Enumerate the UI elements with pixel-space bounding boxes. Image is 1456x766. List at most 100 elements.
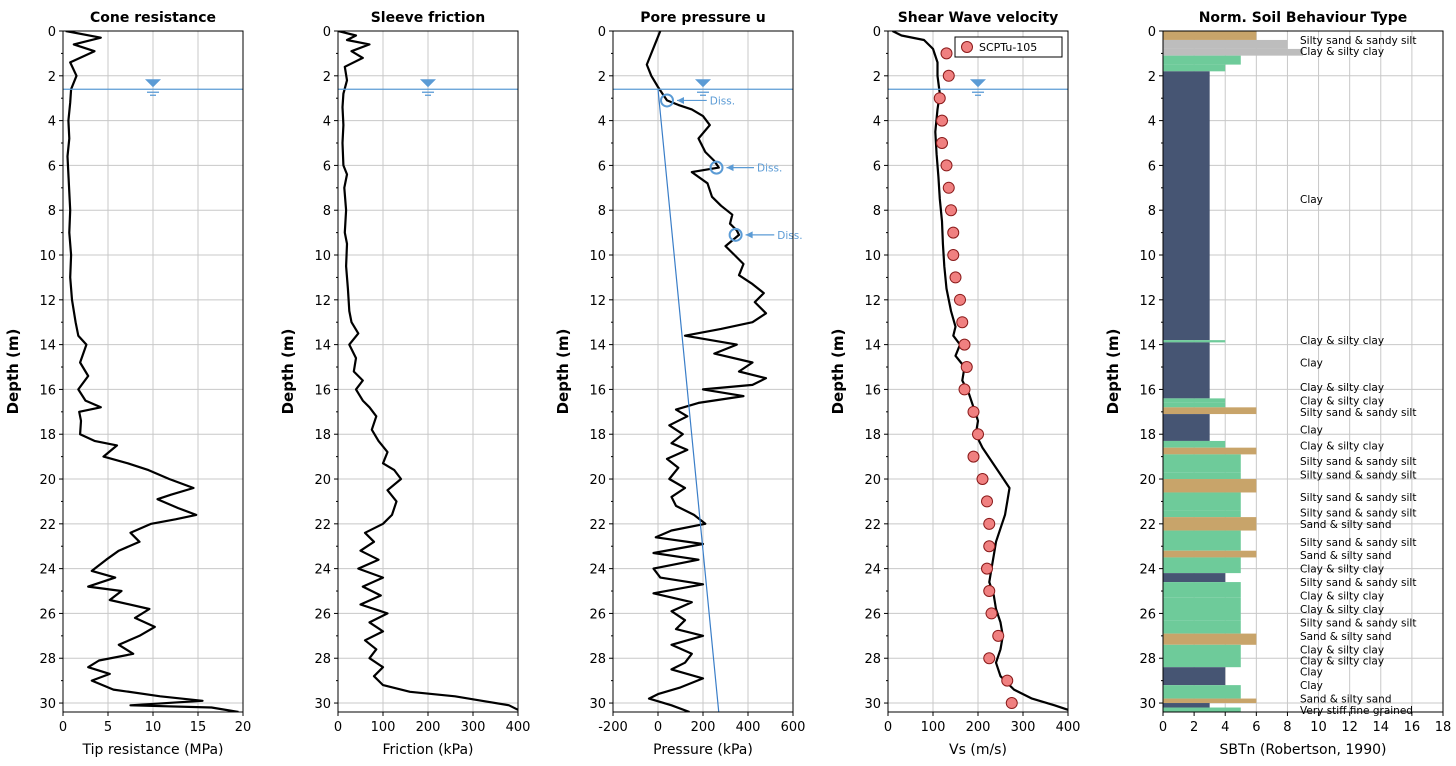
sbt-zone-label: Silty sand & sandy silt: [1300, 577, 1416, 589]
annotation-arrowhead: [745, 231, 753, 239]
vs-marker: [945, 204, 957, 217]
sbt-bar-silt: [1163, 492, 1241, 511]
water-table-icon: [420, 79, 436, 88]
vs-marker: [958, 383, 971, 396]
x-tick-label: 4: [1221, 720, 1229, 735]
x-tick-label: -200: [598, 720, 628, 735]
vs-marker: [983, 585, 996, 598]
sbt-bar-silt: [1163, 530, 1241, 551]
water-table-icon: [970, 79, 986, 88]
y-tick-label: 22: [314, 518, 331, 533]
vs-marker: [983, 652, 996, 665]
sbt-bar-clay: [1163, 703, 1210, 708]
sbt-zone-label: Clay & silty clay: [1300, 335, 1384, 347]
y-tick-label: 18: [589, 428, 606, 443]
sbt-bar-silt: [1163, 340, 1226, 343]
x-tick-label: 10: [145, 720, 162, 735]
vs-marker: [976, 473, 989, 486]
sbt-bar-clay: [1163, 342, 1210, 399]
y-tick-label: 4: [873, 115, 881, 130]
y-tick-label: 22: [864, 518, 881, 533]
y-tick-label: 28: [1139, 652, 1156, 667]
y-tick-label: 12: [1139, 294, 1156, 309]
sbt-zone-label: Silty sand & sandy silt: [1300, 492, 1416, 504]
y-tick-label: 8: [1148, 204, 1156, 219]
y-tick-label: 20: [864, 473, 881, 488]
y-tick-label: 14: [1139, 339, 1156, 354]
x-tick-label: 15: [190, 720, 207, 735]
y-tick-label: 18: [864, 428, 881, 443]
y-tick-label: 6: [323, 159, 331, 174]
y-tick-label: 4: [323, 115, 331, 130]
sbt-zone-label: Clay & silty clay: [1300, 604, 1384, 616]
y-tick-label: 26: [864, 607, 881, 622]
sbt-bar-silt: [1163, 398, 1226, 403]
x-tick-label: 0: [654, 720, 662, 735]
sbt-bar-silt: [1163, 557, 1241, 574]
vs-marker: [936, 114, 948, 127]
y-tick-label: 20: [39, 473, 56, 488]
y-tick-label: 18: [1139, 428, 1156, 443]
vs-marker: [933, 92, 946, 105]
annotation-arrowhead: [677, 96, 684, 104]
vs-marker: [983, 540, 996, 553]
vs-marker: [960, 361, 973, 374]
vs-marker: [967, 405, 980, 418]
y-tick-label: 10: [1139, 249, 1156, 264]
y-tick-label: 10: [864, 249, 881, 264]
x-tick-label: 0: [884, 720, 892, 735]
sbt-bar-clay: [1163, 573, 1226, 583]
x-tick-label: 14: [1373, 720, 1390, 735]
y-tick-label: 26: [314, 607, 331, 622]
sbt-zone-label: Clay & silty clay: [1300, 655, 1384, 667]
x-tick-label: 0: [59, 720, 67, 735]
sbt-bar-clay: [1163, 71, 1210, 341]
y-tick-label: 30: [314, 697, 331, 712]
dissipation-marker: [709, 160, 724, 175]
sbt-bar-silt: [1163, 440, 1226, 448]
vs-marker: [972, 428, 984, 441]
sbt-zone-label: Clay: [1300, 358, 1323, 370]
vs-marker: [1005, 697, 1018, 710]
x-axis-label: Tip resistance (MPa): [82, 742, 224, 758]
y-tick-label: 24: [314, 563, 331, 578]
x-tick-label: 10: [1310, 720, 1327, 735]
sbt-zone-label: Clay & silty clay: [1300, 591, 1384, 603]
sbt-zone-label: Silty sand & sandy silt: [1300, 508, 1416, 520]
plot-content: [63, 31, 243, 712]
y-tick-label: 6: [48, 159, 56, 174]
y-tick-label: 12: [864, 294, 881, 309]
y-tick-label: 2: [48, 70, 56, 85]
y-tick-label: 30: [589, 697, 606, 712]
plot-panel-1: 0 5 10 15 20024681012141618202224262830Cone …: [4, 10, 251, 758]
plot-title: Sleeve friction: [371, 10, 486, 26]
vs-marker: [940, 47, 953, 60]
annotation-arrowhead: [726, 164, 734, 172]
y-tick-label: 2: [873, 70, 881, 85]
x-tick-label: 300: [461, 720, 486, 735]
sbt-bar-silt: [1163, 620, 1241, 634]
vs-marker: [940, 159, 953, 172]
x-tick-label: 100: [371, 720, 396, 735]
sbt-bar-sand: [1163, 698, 1257, 704]
x-axis-label: Friction (kPa): [382, 742, 473, 758]
y-tick-label: 14: [589, 339, 606, 354]
sbt-bar-silt: [1163, 597, 1241, 621]
y-tick-label: 6: [1148, 159, 1156, 174]
y-tick-label: 30: [1139, 697, 1156, 712]
y-tick-label: 26: [1139, 607, 1156, 622]
y-tick-label: 8: [873, 204, 881, 219]
vs-marker: [942, 69, 955, 82]
plot-content: [888, 31, 1068, 711]
sbt-bar-sand: [1163, 447, 1257, 455]
water-table-icon: [695, 79, 711, 88]
sbt-zone-label: Silty sand & sandy silt: [1300, 617, 1416, 629]
x-tick-label: 400: [1056, 720, 1081, 735]
y-tick-label: 16: [314, 383, 331, 398]
y-tick-label: 28: [39, 652, 56, 667]
y-tick-label: 4: [48, 115, 56, 130]
y-tick-label: 16: [864, 383, 881, 398]
y-tick-label: 16: [1139, 383, 1156, 398]
x-tick-label: 400: [736, 720, 761, 735]
